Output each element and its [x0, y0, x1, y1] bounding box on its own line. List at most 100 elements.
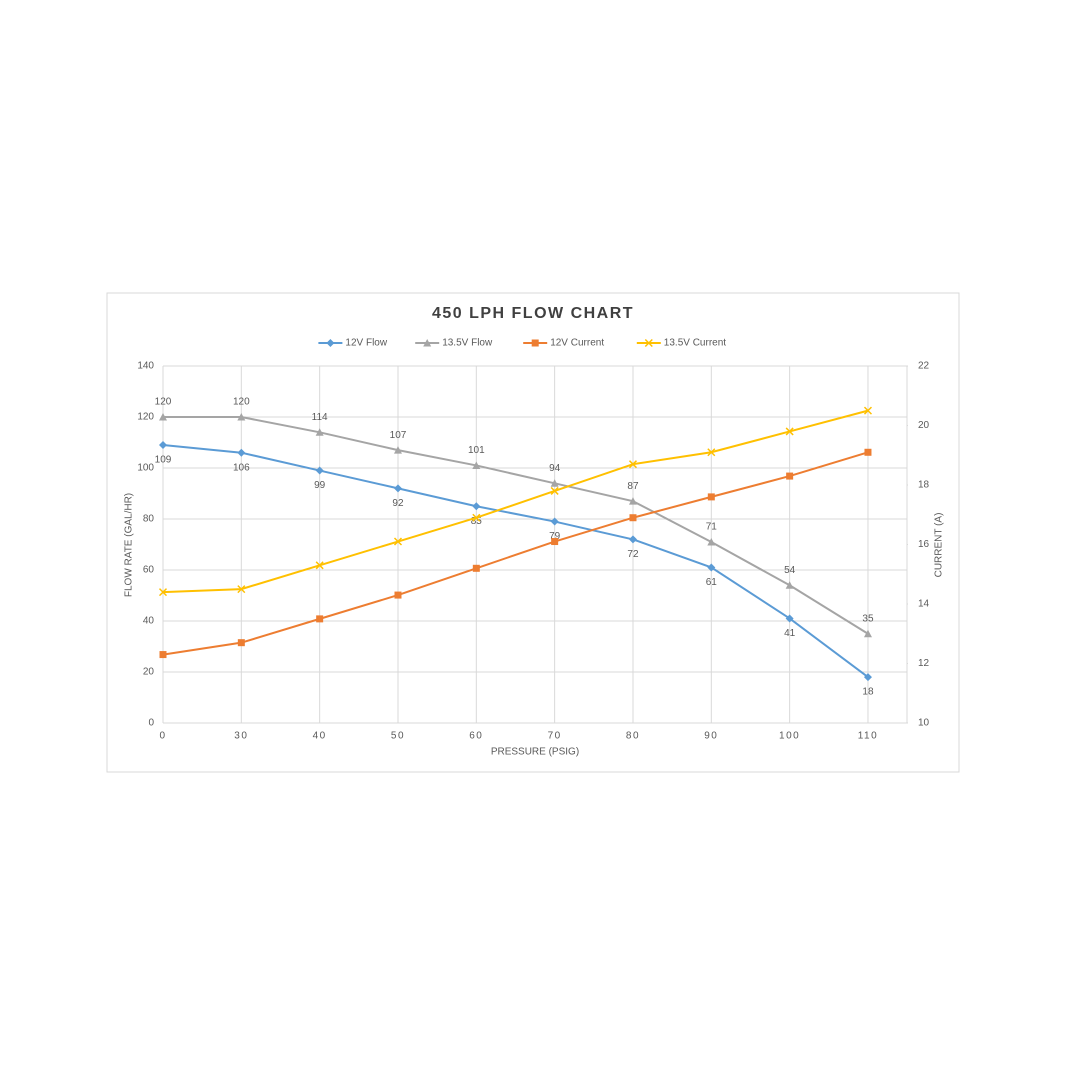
- series: [158, 406, 873, 597]
- marker: [237, 585, 246, 594]
- series-line: [162, 451, 869, 656]
- legend-item: 12V Current: [523, 338, 604, 349]
- marker: [393, 446, 402, 454]
- marker: [863, 673, 872, 682]
- legend-item: 13.5V Current: [636, 338, 726, 349]
- marker: [550, 517, 559, 526]
- x-tick-label: 60: [469, 731, 483, 742]
- series: 109 106 99 92 85 79 72 61 41 18: [155, 441, 874, 698]
- y2-tick-label: 18: [918, 480, 930, 491]
- x-tick-label: 90: [704, 731, 718, 742]
- y-tick-label: 60: [143, 565, 155, 576]
- marker: [394, 591, 402, 599]
- y2-tick-label: 20: [918, 420, 930, 431]
- marker: [423, 339, 432, 347]
- y2-tick-label: 16: [918, 539, 930, 550]
- legend-label: 13.5V Flow: [442, 338, 493, 349]
- series-line: [163, 416, 869, 635]
- marker: [158, 588, 168, 597]
- marker: [159, 413, 167, 421]
- marker: [707, 448, 716, 457]
- marker: [644, 338, 653, 348]
- legend-label: 13.5V Current: [664, 338, 726, 349]
- marker: [393, 537, 403, 546]
- legend-item: 13.5V Flow: [415, 338, 493, 349]
- x-tick-label: 110: [858, 731, 878, 742]
- marker: [326, 339, 335, 347]
- marker: [864, 448, 872, 456]
- marker: [628, 460, 638, 469]
- marker: [785, 581, 794, 589]
- y2-tick-label: 22: [918, 361, 930, 372]
- series: [159, 448, 872, 659]
- x-tick-label: 0: [159, 731, 166, 742]
- series: 120 120 114 107 101 94 87 71 54 35: [155, 397, 874, 638]
- marker: [159, 651, 167, 659]
- marker: [237, 448, 246, 457]
- x-tick-label: 40: [313, 731, 327, 742]
- data-label: 61: [706, 577, 718, 588]
- data-label: 120: [233, 397, 250, 408]
- y-tick-label: 100: [137, 463, 154, 474]
- y-tick-label: 0: [148, 718, 154, 729]
- marker: [315, 561, 324, 570]
- x-tick-label: 50: [391, 731, 405, 742]
- marker: [159, 441, 167, 450]
- y-tick-label: 20: [143, 667, 155, 678]
- marker: [629, 514, 637, 522]
- marker: [472, 564, 480, 572]
- marker: [707, 493, 715, 501]
- marker: [393, 484, 402, 493]
- marker: [531, 339, 539, 347]
- marker: [550, 479, 559, 487]
- y-tick-label: 40: [143, 616, 155, 627]
- chart-frame: [106, 292, 960, 773]
- y-tick-label: 120: [137, 412, 154, 423]
- marker: [863, 629, 872, 638]
- marker: [237, 413, 246, 421]
- data-label: 101: [468, 445, 485, 456]
- x-tick-label: 30: [234, 731, 248, 742]
- data-label: 18: [862, 687, 874, 698]
- x-tick-label: 70: [548, 731, 562, 742]
- data-label: 107: [390, 430, 407, 441]
- data-label: 109: [155, 455, 172, 466]
- data-label: 71: [706, 522, 718, 533]
- marker: [315, 428, 324, 436]
- marker: [550, 486, 559, 495]
- marker: [472, 513, 481, 522]
- x-tick-label: 100: [779, 731, 800, 742]
- data-label: 120: [155, 397, 172, 408]
- marker: [237, 639, 245, 647]
- series-line: [162, 409, 869, 594]
- data-label: 94: [549, 463, 561, 474]
- marker: [707, 537, 716, 546]
- x-axis-title: PRESSURE (PSIG): [491, 747, 579, 758]
- data-label: 92: [392, 498, 404, 509]
- legend-label: 12V Flow: [345, 338, 387, 349]
- marker: [472, 502, 481, 511]
- legend-label: 12V Current: [550, 338, 604, 349]
- data-label: 79: [549, 531, 561, 542]
- y2-axis-title: CURRENT (A): [934, 513, 945, 578]
- data-label: 72: [627, 549, 639, 560]
- series-line: [162, 444, 869, 678]
- marker: [472, 461, 481, 469]
- y-tick-label: 80: [143, 514, 155, 525]
- data-label: 35: [862, 613, 874, 624]
- data-label: 41: [784, 628, 796, 639]
- data-label: 85: [471, 516, 483, 527]
- y2-tick-label: 10: [918, 718, 930, 729]
- marker: [316, 615, 324, 623]
- y2-tick-label: 14: [918, 599, 930, 610]
- data-label: 99: [314, 480, 326, 491]
- marker: [551, 538, 559, 546]
- x-tick-label: 80: [626, 731, 640, 742]
- marker: [315, 466, 324, 475]
- legend-item: 12V Flow: [318, 338, 388, 349]
- marker: [786, 472, 794, 480]
- y-axis-title: FLOW RATE (GAL/HR): [124, 493, 135, 597]
- marker: [628, 497, 637, 505]
- marker: [707, 563, 716, 572]
